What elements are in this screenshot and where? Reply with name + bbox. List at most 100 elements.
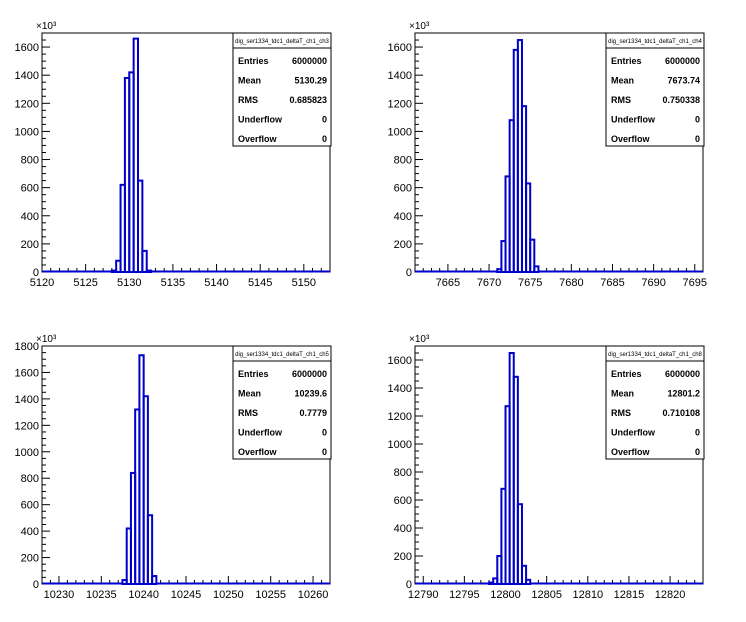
- y-tick-label: 1600: [15, 367, 39, 379]
- x-tick-label: 5125: [73, 277, 97, 289]
- y-exponent-label: ×10³: [409, 334, 430, 345]
- histogram-bin-10: [525, 578, 532, 585]
- y-tick-label: 200: [394, 239, 412, 251]
- y-tick-label: 1600: [388, 355, 412, 367]
- histogram-bin-7: [146, 514, 154, 585]
- stats-label: Entries: [238, 56, 269, 66]
- stats-value: 12801.2: [667, 389, 700, 399]
- y-tick-label: 600: [21, 183, 39, 195]
- stats-value: 0: [695, 447, 700, 457]
- stats-box-frame: [605, 345, 705, 460]
- y-tick-label: 1200: [15, 420, 39, 432]
- x-tick-label: 12805: [531, 589, 562, 601]
- histogram-bin-7: [512, 375, 519, 585]
- y-tick-label: 600: [21, 500, 39, 512]
- histogram-bins: [42, 354, 330, 586]
- stats-label: RMS: [611, 408, 631, 418]
- stats-value: 6000000: [665, 56, 700, 66]
- stats-value: 0.750338: [662, 95, 700, 105]
- x-tick-label: 5145: [248, 277, 272, 289]
- stats-value: 5130.29: [294, 76, 327, 86]
- stats-label: Overflow: [611, 134, 651, 144]
- y-tick-label: 200: [21, 553, 39, 565]
- stats-label: Overflow: [238, 447, 278, 457]
- y-tick-label: 0: [406, 579, 412, 591]
- y-tick-label: 1000: [388, 439, 412, 451]
- y-exponent-label: ×10³: [409, 21, 430, 32]
- stats-value: 0.685823: [289, 95, 327, 105]
- x-tick-label: 5140: [204, 277, 228, 289]
- x-tick-label: 7690: [641, 277, 665, 289]
- y-tick-label: 1400: [388, 70, 412, 82]
- x-tick-label: 10230: [44, 589, 75, 601]
- histogram-bins: [42, 37, 330, 274]
- stats-label: Overflow: [238, 134, 278, 144]
- y-tick-label: 200: [394, 551, 412, 563]
- x-tick-label: 12795: [449, 589, 480, 601]
- stats-value: 0: [322, 428, 327, 438]
- x-tick-label: 7685: [600, 277, 624, 289]
- y-tick-label: 1600: [388, 42, 412, 54]
- y-tick-label: 0: [33, 267, 39, 279]
- y-tick-label: 200: [21, 239, 39, 251]
- stats-value: 0: [695, 428, 700, 438]
- stats-title: dig_ser1334_tdc1_deltaT_ch1_ch8: [608, 352, 702, 358]
- stats-title: dig_ser1334_tdc1_deltaT_ch1_ch4: [608, 39, 702, 45]
- y-tick-label: 600: [394, 495, 412, 507]
- y-tick-label: 400: [21, 211, 39, 223]
- x-tick-label: 12810: [573, 589, 604, 601]
- stats-label: Underflow: [238, 115, 283, 125]
- stats-label: Underflow: [611, 428, 656, 438]
- y-exponent-label: ×10³: [36, 21, 57, 32]
- stats-label: RMS: [238, 95, 258, 105]
- histogram-bin-9: [529, 238, 536, 273]
- y-tick-label: 1400: [15, 70, 39, 82]
- x-tick-label: 10245: [171, 589, 202, 601]
- y-tick-label: 1800: [15, 341, 39, 353]
- stats-label: RMS: [611, 95, 631, 105]
- stats-value: 0.7779: [299, 408, 327, 418]
- x-tick-label: 5120: [30, 277, 54, 289]
- histogram-bin-8: [525, 182, 532, 273]
- histogram-bin-7: [137, 179, 144, 273]
- stats-value: 0.710108: [662, 408, 700, 418]
- histogram-bin-6: [142, 395, 149, 585]
- histogram-bins: [415, 352, 703, 586]
- histogram-bin-8: [141, 249, 148, 273]
- histogram-bin-8: [151, 575, 158, 585]
- y-tick-label: 1000: [15, 126, 39, 138]
- x-tick-label: 10260: [298, 589, 329, 601]
- stats-box-frame: [605, 32, 705, 147]
- x-tick-label: 7670: [477, 277, 501, 289]
- stats-box-frame: [232, 32, 332, 147]
- x-tick-label: 7695: [683, 277, 707, 289]
- y-tick-label: 1000: [15, 447, 39, 459]
- histogram-panel-3: 0 200 400 600 800 1000 1200 1400 1600 1800 10230 10…: [15, 334, 332, 601]
- y-tick-label: 400: [21, 526, 39, 538]
- y-tick-label: 1400: [15, 394, 39, 406]
- histogram-panel-1: 0 200 400 600 800 1000 1200 1400 1600 5120 5125 513…: [15, 21, 332, 289]
- stats-label: Mean: [238, 76, 261, 86]
- x-tick-label: 12800: [490, 589, 521, 601]
- y-tick-label: 0: [406, 267, 412, 279]
- stats-title: dig_ser1334_tdc1_deltaT_ch1_ch5: [235, 352, 329, 358]
- stats-label: Underflow: [238, 428, 283, 438]
- y-tick-label: 0: [33, 579, 39, 591]
- y-tick-label: 1200: [388, 98, 412, 110]
- y-tick-label: 400: [394, 211, 412, 223]
- stats-label: Overflow: [611, 447, 651, 457]
- stats-box: dig_ser1334_tdc1_deltaT_ch1_ch5 Entries 60…: [232, 345, 332, 460]
- x-tick-label: 12815: [614, 589, 645, 601]
- stats-value: 6000000: [292, 369, 327, 379]
- y-tick-label: 400: [394, 523, 412, 535]
- y-tick-label: 1400: [388, 383, 412, 395]
- histogram-bin-8: [516, 503, 523, 586]
- histogram-bin-6: [132, 37, 140, 273]
- stats-label: Mean: [611, 389, 634, 399]
- y-tick-label: 800: [21, 473, 39, 485]
- stats-box-frame: [232, 345, 332, 460]
- stats-label: Entries: [238, 369, 269, 379]
- y-exponent-label: ×10³: [36, 334, 57, 345]
- histogram-panel-2: 0 200 400 600 800 1000 1200 1400 1600 7665 7670 767…: [388, 21, 707, 289]
- stats-value: 0: [695, 134, 700, 144]
